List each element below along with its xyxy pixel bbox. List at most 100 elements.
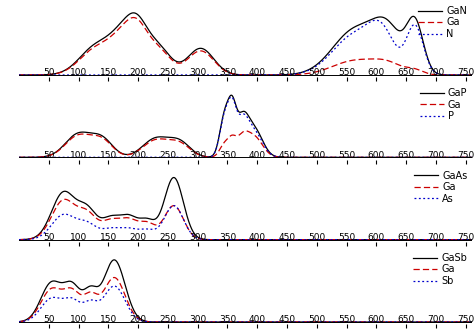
Legend: GaSb, Ga, Sb: GaSb, Ga, Sb (409, 249, 471, 290)
Sb (345, 320, 351, 324)
Line: P: P (19, 97, 472, 157)
GaSb (455, 320, 461, 324)
Ga (206, 238, 212, 242)
As (206, 238, 212, 242)
Ga (345, 238, 351, 242)
Line: N: N (19, 20, 472, 75)
As (210, 238, 216, 242)
P (210, 154, 216, 158)
GaAs (231, 238, 237, 242)
Ga (231, 72, 237, 76)
Line: Ga: Ga (19, 277, 472, 322)
Ga (210, 238, 216, 242)
Ga (455, 73, 461, 77)
GaSb (210, 320, 216, 324)
Ga (432, 238, 438, 242)
Ga (469, 73, 474, 77)
GaAs (171, 175, 177, 179)
As (16, 238, 22, 242)
N (210, 73, 216, 77)
Ga (455, 238, 461, 242)
N (206, 73, 212, 77)
Ga (210, 155, 216, 159)
GaSb (432, 320, 438, 324)
Legend: GaN, Ga, N: GaN, Ga, N (414, 2, 471, 43)
GaAs (432, 238, 438, 242)
GaSb (469, 320, 474, 324)
Ga (345, 155, 351, 159)
GaP (16, 155, 22, 159)
P (231, 99, 237, 103)
P (432, 155, 438, 159)
Ga (16, 320, 22, 324)
Line: Ga: Ga (19, 18, 472, 75)
N (16, 73, 22, 77)
Ga (210, 320, 216, 324)
Line: Ga: Ga (19, 131, 472, 157)
Ga (206, 155, 212, 159)
GaN (469, 73, 474, 77)
P (228, 95, 234, 99)
Sb (432, 320, 438, 324)
GaN (231, 72, 237, 76)
Ga (432, 73, 438, 77)
GaP (469, 155, 474, 159)
As (231, 238, 237, 242)
P (455, 155, 461, 159)
Ga (455, 155, 461, 159)
Ga (469, 320, 474, 324)
Ga (243, 129, 249, 133)
Ga (455, 320, 461, 324)
Sb (111, 284, 117, 288)
N (345, 34, 351, 38)
GaN (206, 52, 212, 56)
Line: Ga: Ga (19, 199, 472, 240)
Sb (469, 320, 474, 324)
GaAs (469, 238, 474, 242)
GaAs (210, 238, 216, 242)
Ga (206, 320, 212, 324)
Line: Sb: Sb (19, 286, 472, 322)
Ga (432, 320, 438, 324)
N (469, 73, 474, 77)
Ga (131, 16, 137, 20)
GaAs (206, 238, 212, 242)
GaP (455, 155, 461, 159)
N (455, 73, 461, 77)
Ga (345, 59, 351, 63)
GaSb (231, 320, 237, 324)
Line: GaN: GaN (19, 13, 472, 75)
Sb (231, 320, 237, 324)
Line: GaSb: GaSb (19, 260, 472, 322)
As (345, 238, 351, 242)
P (345, 155, 351, 159)
Legend: GaP, Ga, P: GaP, Ga, P (416, 84, 471, 125)
P (469, 155, 474, 159)
Line: GaP: GaP (19, 95, 472, 157)
P (206, 155, 212, 159)
GaP (231, 98, 237, 102)
GaP (345, 155, 351, 159)
Sb (206, 320, 212, 324)
Sb (455, 320, 461, 324)
Legend: GaAs, Ga, As: GaAs, Ga, As (410, 167, 471, 208)
GaP (210, 153, 216, 157)
Ga (210, 58, 216, 62)
As (171, 204, 177, 208)
As (432, 238, 438, 242)
As (455, 238, 461, 242)
GaN (16, 73, 22, 77)
GaAs (16, 238, 22, 242)
Ga (16, 155, 22, 159)
Ga (231, 238, 237, 242)
GaP (206, 155, 212, 159)
Ga (206, 54, 212, 58)
Sb (210, 320, 216, 324)
As (469, 238, 474, 242)
Ga (16, 238, 22, 242)
N (231, 73, 237, 77)
Ga (231, 320, 237, 324)
Ga (111, 275, 117, 279)
GaN (131, 11, 137, 15)
GaSb (111, 258, 117, 262)
